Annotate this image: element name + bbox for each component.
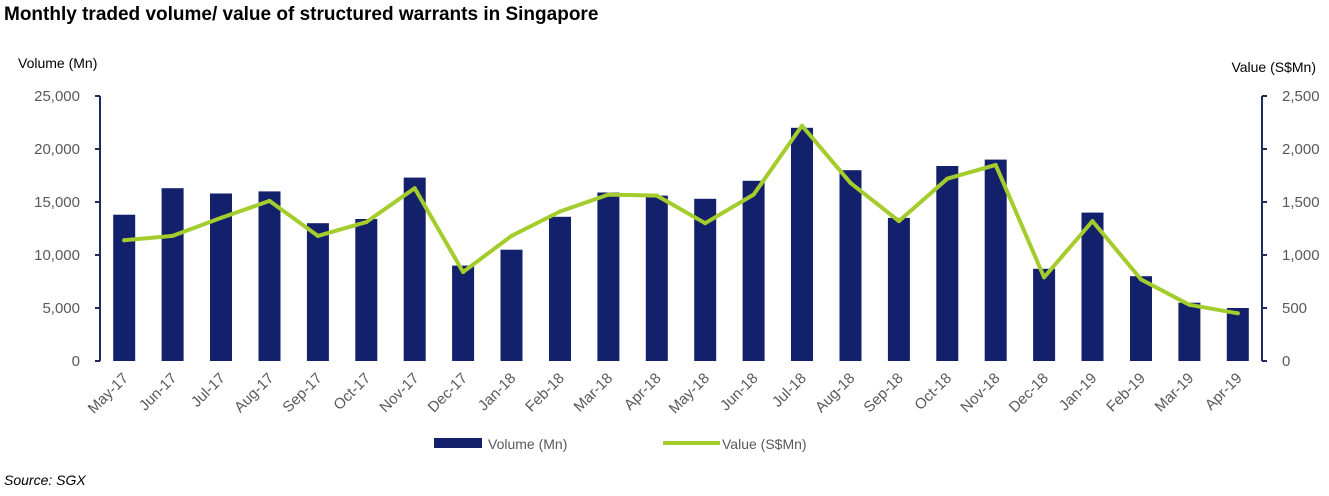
volume-bar (1130, 276, 1152, 361)
value-point (993, 162, 998, 167)
value-point (1187, 302, 1192, 307)
volume-bar (1226, 308, 1249, 361)
volume-bar (839, 170, 862, 361)
x-tick-label: Sep-18 (861, 370, 907, 416)
right-tick-label: 500 (1282, 300, 1307, 317)
value-point (1235, 311, 1240, 316)
left-axis: 0 5,000 10,000 15,000 20,000 25,000 (34, 88, 101, 370)
volume-bar (210, 193, 232, 361)
x-tick-label: Aug-17 (231, 370, 277, 416)
value-point (896, 219, 901, 224)
volume-bar (500, 249, 523, 361)
x-tick-label: Nov-18 (957, 370, 1003, 416)
x-tick-label: Aug-18 (812, 370, 858, 416)
right-tick-label: 1,000 (1282, 247, 1320, 264)
volume-bar (1081, 212, 1104, 361)
legend-volume-swatch (434, 438, 482, 448)
x-tick-label: Jan-18 (475, 370, 519, 414)
volume-bar (355, 219, 378, 361)
volume-bar (791, 127, 813, 361)
value-point (800, 123, 804, 128)
value-point (1139, 277, 1143, 282)
x-tick-label: Dec-17 (425, 370, 471, 416)
x-tick-label: Feb-18 (522, 370, 568, 416)
volume-bar (306, 223, 329, 361)
volume-bar (936, 166, 959, 361)
legend: Volume (Mn) Value (S$Mn) (434, 436, 807, 452)
x-tick-label: Jul-17 (188, 370, 229, 411)
volume-bar (887, 217, 910, 361)
value-point (1042, 275, 1047, 280)
x-axis-labels: May-17 Jun-17 Jul-17 Aug-17 Sep-17 Oct-17 Nov-… (85, 370, 1246, 417)
value-point (219, 215, 223, 220)
volume-bar (645, 195, 668, 361)
value-line (122, 123, 1240, 316)
source-note: Source: SGX (4, 472, 86, 488)
volume-bar (984, 159, 1007, 361)
left-tick-label: 20,000 (34, 141, 80, 158)
x-tick-label: Apr-18 (621, 370, 665, 414)
x-tick-label: Jan-19 (1056, 370, 1100, 414)
x-tick-label: Oct-17 (330, 370, 374, 414)
value-point (412, 186, 417, 191)
volume-bar (597, 192, 620, 361)
volume-bar (742, 180, 765, 361)
x-tick-label: May-18 (666, 370, 713, 417)
x-tick-label: Dec-18 (1006, 370, 1052, 416)
legend-volume-label: Volume (Mn) (488, 436, 567, 452)
x-tick-label: Jul-18 (769, 370, 810, 411)
right-tick-label: 1,500 (1282, 194, 1320, 211)
volume-bar (161, 188, 184, 361)
x-tick-label: Mar-19 (1152, 370, 1198, 416)
value-point (654, 193, 659, 198)
value-point (558, 209, 562, 214)
value-point (122, 238, 127, 243)
value-point (751, 192, 756, 197)
x-tick-label: Nov-17 (376, 370, 422, 416)
x-tick-label: Sep-17 (280, 370, 326, 416)
volume-bars (113, 127, 1249, 361)
value-point (364, 220, 369, 225)
right-axis-title: Value (S$Mn) (1231, 59, 1316, 75)
volume-bar (258, 191, 281, 361)
x-tick-label: May-17 (85, 370, 132, 417)
x-tick-label: Jun-17 (136, 370, 180, 414)
value-point (461, 270, 466, 274)
value-point (703, 221, 708, 226)
value-point (606, 192, 611, 197)
value-point (1090, 219, 1095, 224)
value-point (170, 233, 175, 238)
x-tick-label: Feb-19 (1103, 370, 1149, 416)
value-point (267, 198, 272, 203)
left-tick-label: 5,000 (42, 300, 80, 317)
value-point (848, 180, 853, 185)
value-line-layer (122, 123, 1240, 316)
volume-bar (549, 216, 571, 361)
legend-value-label: Value (S$Mn) (722, 436, 807, 452)
right-tick-label: 0 (1282, 353, 1290, 370)
volume-bar (113, 214, 136, 361)
volume-bar (452, 265, 475, 361)
x-tick-label: Apr-19 (1202, 370, 1246, 414)
volume-bar (1178, 302, 1201, 361)
left-tick-label: 0 (72, 353, 80, 370)
value-point (509, 233, 514, 238)
left-tick-label: 25,000 (34, 88, 80, 105)
chart-title: Monthly traded volume/ value of structur… (4, 4, 599, 25)
right-tick-label: 2,000 (1282, 141, 1320, 158)
volume-bar (1033, 268, 1056, 361)
value-point (315, 233, 320, 238)
left-tick-label: 10,000 (34, 247, 80, 264)
volume-bar (403, 177, 426, 361)
right-tick-label: 2,500 (1282, 88, 1320, 105)
x-tick-label: Mar-18 (571, 370, 617, 416)
right-axis: 0 500 1,000 1,500 2,000 2,500 (1261, 88, 1320, 370)
left-axis-title: Volume (Mn) (18, 55, 97, 71)
left-tick-label: 15,000 (34, 194, 80, 211)
x-tick-label: Jun-18 (717, 370, 761, 414)
volume-bar (694, 198, 717, 361)
x-tick-label: Oct-18 (911, 370, 955, 414)
value-point (945, 176, 950, 181)
